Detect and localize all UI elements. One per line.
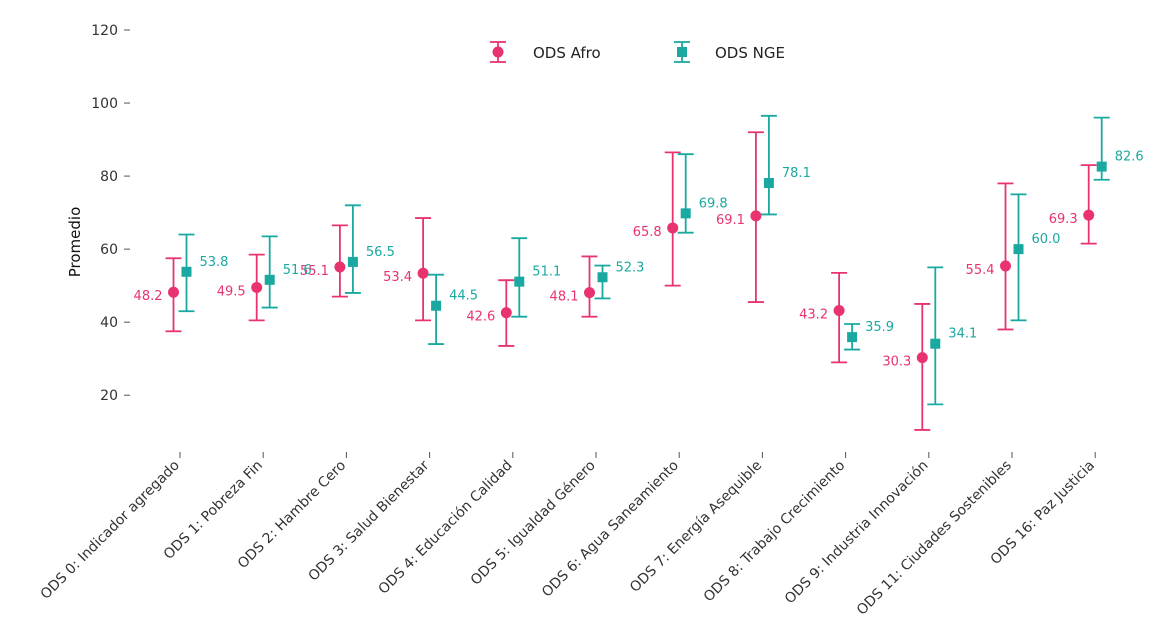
data-label: 52.3	[616, 260, 645, 275]
data-point	[168, 286, 179, 298]
data-point	[334, 261, 346, 273]
data-point	[417, 267, 429, 279]
data-point	[847, 332, 858, 343]
data-label: 42.6	[466, 310, 495, 325]
data-point	[750, 210, 762, 222]
data-point	[181, 266, 192, 277]
x-tick-label: ODS 8: Trabajo Crecimiento	[701, 458, 849, 606]
data-label: 49.5	[217, 284, 246, 299]
data-label: 30.3	[882, 355, 911, 370]
data-label: 44.5	[449, 289, 478, 304]
data-point	[667, 222, 679, 234]
data-label: 34.1	[948, 327, 977, 342]
x-tick-label: ODS 7: Energía Asequible	[627, 458, 765, 596]
data-point	[1000, 260, 1011, 272]
series-ods-nge: 53.8 51.6 56.5 44.5 51.1 52.3 69.8 78.1 35.9 34.1…	[178, 114, 1144, 406]
data-label: 55.1	[300, 264, 329, 279]
data-point	[930, 338, 941, 349]
data-label: 60.0	[1032, 232, 1061, 247]
data-point	[500, 307, 512, 319]
y-tick-label: 20	[100, 388, 118, 404]
data-label: 53.8	[200, 255, 229, 270]
series-ods-afro: 48.2 49.5 55.1 53.4 42.6 48.1 65.8 69.1 43.2 30.3…	[134, 131, 1097, 431]
data-label: 43.2	[799, 307, 828, 322]
data-label: 51.1	[532, 265, 561, 280]
data-label: 55.4	[966, 263, 995, 278]
data-point	[833, 304, 845, 316]
data-label: 56.5	[366, 245, 395, 260]
y-axis: 20 40 60 80 100 120	[91, 23, 130, 404]
data-point	[347, 256, 358, 267]
data-point	[251, 281, 263, 293]
y-tick-label: 60	[100, 242, 118, 258]
data-label: 48.1	[550, 290, 579, 305]
data-label: 69.1	[716, 213, 745, 228]
y-tick-label: 120	[91, 23, 118, 39]
data-label: 65.8	[633, 225, 662, 240]
legend-label-ods-afro: ODS Afro	[533, 44, 601, 62]
data-point	[431, 300, 442, 311]
x-tick-label: ODS 4: Educación Calidad	[376, 458, 516, 598]
data-label: 48.2	[134, 289, 163, 304]
plot-area: 48.2 49.5 55.1 53.4 42.6 48.1 65.8 69.1 43.2 30.3…	[134, 114, 1144, 431]
y-tick-label: 40	[100, 315, 118, 331]
data-point	[1096, 161, 1107, 172]
legend-label-ods-nge: ODS NGE	[715, 44, 785, 62]
x-tick-label: ODS 6: Agua Saneamiento	[539, 458, 682, 601]
legend-item-ods-nge	[674, 41, 690, 63]
x-tick-label: ODS 11: Ciudades Sostenibles	[854, 458, 1015, 619]
data-point	[916, 352, 928, 364]
data-label: 35.9	[865, 320, 894, 335]
data-label: 69.8	[699, 196, 728, 211]
data-point	[1013, 244, 1024, 255]
data-label: 78.1	[782, 166, 811, 181]
data-point	[514, 276, 525, 287]
data-point	[584, 287, 595, 299]
legend-marker-square	[677, 47, 687, 57]
y-axis-title: Promedio	[66, 207, 84, 278]
data-label: 53.4	[383, 270, 412, 285]
data-point	[264, 274, 275, 285]
x-tick-label: ODS 0: Indicador agregado	[38, 458, 183, 603]
data-point	[597, 272, 608, 283]
y-tick-label: 100	[91, 96, 118, 112]
legend-item-ods-afro	[490, 41, 506, 63]
legend-marker-circle	[492, 46, 504, 58]
data-point	[763, 178, 774, 189]
data-point	[1083, 209, 1095, 221]
data-label: 51.6	[283, 263, 312, 278]
legend: ODS Afro ODS NGE	[490, 41, 785, 63]
data-point	[680, 208, 691, 219]
data-label: 82.6	[1115, 150, 1144, 165]
x-tick-label: ODS 9: Industria Innovación	[782, 458, 932, 608]
y-tick-label: 80	[100, 169, 118, 185]
data-label: 69.3	[1049, 212, 1078, 227]
